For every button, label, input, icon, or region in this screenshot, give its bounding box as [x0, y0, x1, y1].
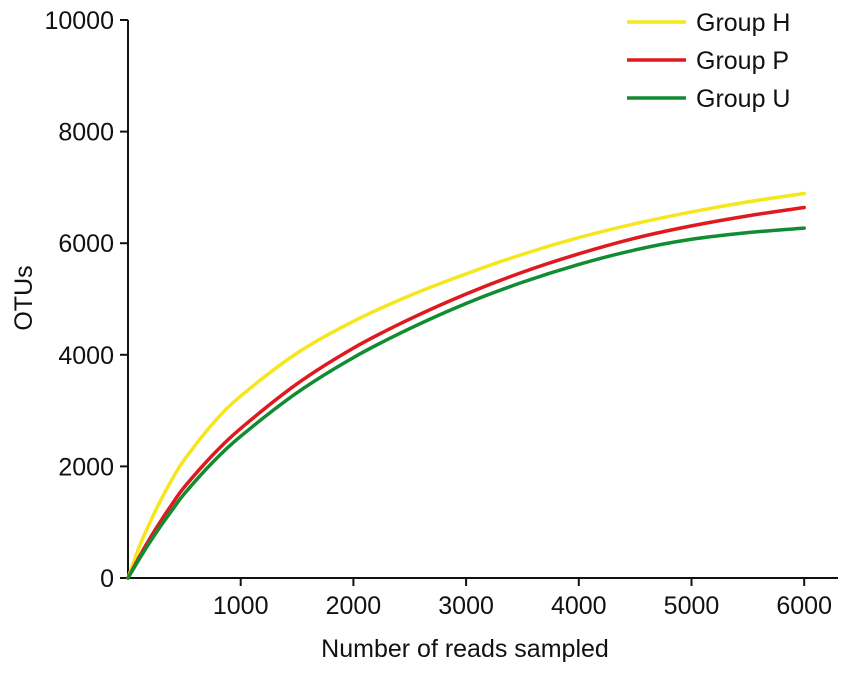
- x-tick-label: 5000: [664, 592, 720, 620]
- x-tick-label: 6000: [776, 592, 832, 620]
- series-line-group-h: [126, 191, 806, 580]
- x-tick-label: 3000: [438, 592, 494, 620]
- legend-label-group-h: Group H: [696, 9, 790, 37]
- legend: Group H Group P Group U: [627, 9, 790, 113]
- y-tick-label: 0: [100, 565, 114, 593]
- x-axis-label: Number of reads sampled: [321, 635, 609, 663]
- x-tick-label: 1000: [213, 592, 269, 620]
- y-tick-label: 8000: [58, 119, 114, 147]
- x-tick-label: 4000: [551, 592, 607, 620]
- y-tick-label: 2000: [58, 453, 114, 481]
- series-line-group-u: [126, 226, 806, 580]
- y-tick-label: 10000: [44, 7, 114, 35]
- x-ticks: 1000 2000 3000 4000 5000 6000: [213, 578, 832, 620]
- axes: [127, 20, 838, 579]
- y-tick-label: 4000: [58, 342, 114, 370]
- legend-label-group-u: Group U: [696, 85, 790, 113]
- y-axis-label: OTUs: [10, 265, 38, 330]
- x-tick-label: 2000: [326, 592, 382, 620]
- y-ticks: 0 2000 4000 6000 8000 10000: [44, 7, 128, 593]
- y-tick-label: 6000: [58, 230, 114, 258]
- series-line-group-p: [126, 205, 806, 580]
- series-lines: [126, 191, 806, 580]
- legend-label-group-p: Group P: [696, 47, 789, 75]
